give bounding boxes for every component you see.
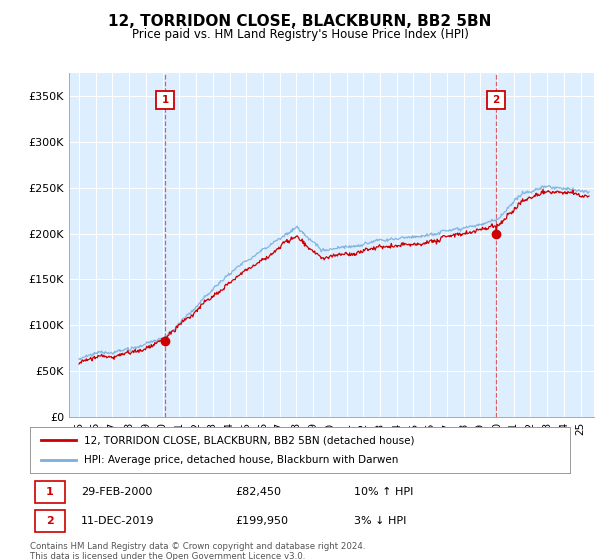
- Text: HPI: Average price, detached house, Blackburn with Darwen: HPI: Average price, detached house, Blac…: [84, 455, 398, 465]
- Text: 10% ↑ HPI: 10% ↑ HPI: [354, 487, 413, 497]
- Text: Price paid vs. HM Land Registry's House Price Index (HPI): Price paid vs. HM Land Registry's House …: [131, 28, 469, 41]
- Text: 11-DEC-2019: 11-DEC-2019: [82, 516, 155, 526]
- Text: 12, TORRIDON CLOSE, BLACKBURN, BB2 5BN (detached house): 12, TORRIDON CLOSE, BLACKBURN, BB2 5BN (…: [84, 435, 415, 445]
- Text: 12, TORRIDON CLOSE, BLACKBURN, BB2 5BN: 12, TORRIDON CLOSE, BLACKBURN, BB2 5BN: [109, 14, 491, 29]
- Text: £82,450: £82,450: [235, 487, 281, 497]
- Text: 1: 1: [46, 487, 54, 497]
- Text: 29-FEB-2000: 29-FEB-2000: [82, 487, 152, 497]
- Text: 1: 1: [161, 95, 169, 105]
- Text: 2: 2: [493, 95, 500, 105]
- Text: 3% ↓ HPI: 3% ↓ HPI: [354, 516, 406, 526]
- Text: £199,950: £199,950: [235, 516, 288, 526]
- Bar: [35, 510, 65, 531]
- Text: Contains HM Land Registry data © Crown copyright and database right 2024.
This d: Contains HM Land Registry data © Crown c…: [30, 542, 365, 560]
- Bar: [35, 480, 65, 502]
- Text: 2: 2: [46, 516, 54, 526]
